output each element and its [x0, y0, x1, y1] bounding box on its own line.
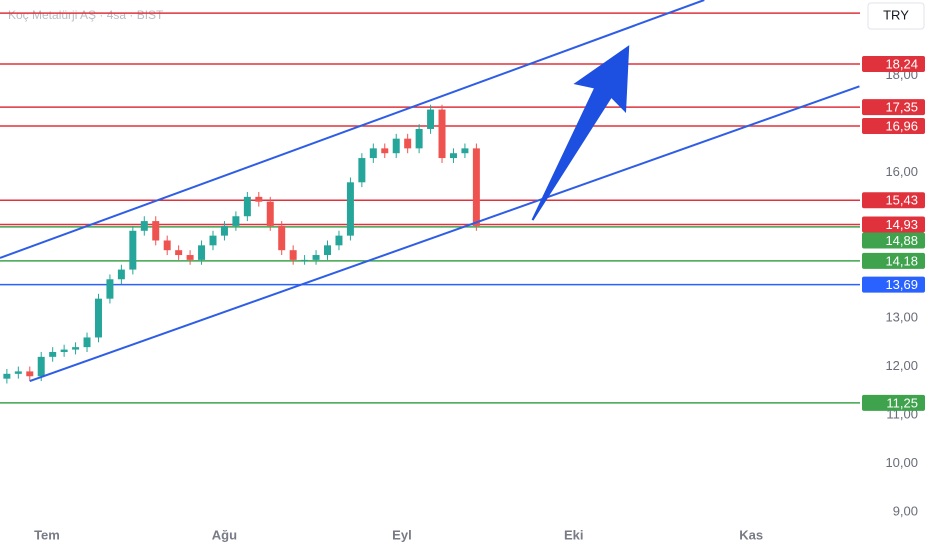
candle-body [346, 182, 354, 236]
level-label: 15,43 [885, 193, 918, 208]
candle-body [37, 356, 45, 377]
level-label: 18,24 [885, 56, 918, 71]
candle-body [83, 337, 91, 348]
candle-body [358, 158, 366, 183]
level-label-bg [862, 276, 925, 293]
arrow [531, 45, 630, 221]
candle-body [461, 148, 469, 154]
currency: TRY [883, 7, 909, 22]
candle-body [220, 225, 228, 236]
level-label-bg [862, 252, 925, 269]
y-tick-label: 10,00 [885, 455, 918, 470]
y-tick-label: 12,00 [885, 358, 918, 373]
candle-body [140, 221, 148, 231]
candle-body [152, 221, 160, 241]
level-label-bg [862, 192, 925, 209]
candle-body [106, 279, 114, 299]
level-label-bg [862, 118, 925, 135]
level-label-bg [862, 394, 925, 411]
candle-body [186, 255, 194, 260]
candle-body [175, 250, 183, 256]
level-label: 14,88 [885, 233, 918, 248]
level-label: 16,96 [885, 118, 918, 133]
candle-body [232, 216, 240, 226]
candle-body [438, 109, 446, 159]
candle-body [289, 250, 297, 260]
candle-body [198, 245, 206, 260]
candle-body [14, 371, 22, 374]
candle-body [381, 148, 389, 154]
y-tick-label: 9,00 [893, 503, 918, 518]
candle-body [243, 196, 251, 217]
chart-title: Koç Metalürji AŞ · 4sa · BIST [8, 8, 164, 22]
candle-body [117, 269, 125, 280]
x-tick-label: Tem [34, 527, 60, 542]
level-label: 13,69 [885, 277, 918, 292]
candle-body [266, 201, 274, 226]
candle-body [129, 230, 137, 270]
channel-line [0, 0, 705, 259]
x-tick-label: Kas [739, 527, 763, 542]
candle-body [427, 109, 435, 129]
candle-body [324, 245, 332, 256]
candle-body [255, 196, 263, 202]
candle-body [163, 240, 171, 251]
candle-body [301, 259, 309, 261]
candle-body [209, 235, 217, 246]
level-label-bg [862, 56, 925, 72]
candle-body [392, 138, 400, 154]
candle-body [72, 347, 80, 350]
x-tick-label: Eki [564, 527, 584, 542]
candle-body [472, 148, 480, 226]
candle-body [312, 255, 320, 260]
candle-body [278, 225, 286, 251]
level-label: 17,35 [885, 100, 918, 115]
currency-box[interactable] [867, 2, 925, 30]
x-tick-label: Eyl [392, 527, 412, 542]
candle-body [415, 128, 423, 149]
plot-area [0, 0, 860, 404]
y-tick-label: 13,00 [885, 309, 918, 324]
level-label-bg [862, 216, 925, 233]
candle-body [449, 153, 457, 159]
x-tick-label: Ağu [212, 527, 237, 542]
candle-body [3, 373, 11, 379]
channel-line [29, 85, 860, 383]
level-label: 14,93 [885, 217, 918, 232]
y-tick-label: 16,00 [885, 164, 918, 179]
candle-body [404, 138, 412, 149]
candle-body [335, 235, 343, 246]
level-label: 11,25 [886, 395, 918, 410]
level-label: 14,18 [885, 253, 918, 268]
candle-body [49, 352, 57, 357]
level-label-bg [862, 99, 925, 116]
level-label-bg [862, 232, 925, 249]
candle-body [26, 371, 34, 377]
candle-body [60, 349, 68, 352]
candle-body [369, 148, 377, 159]
candle-body [94, 298, 102, 338]
